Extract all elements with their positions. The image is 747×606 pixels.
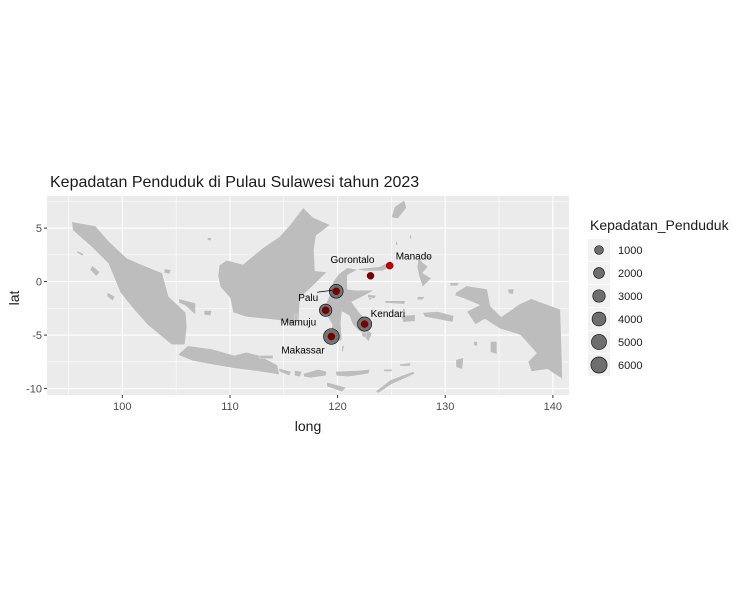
land-halmahera xyxy=(417,257,432,288)
land-simeulue xyxy=(76,250,84,257)
land-belitung xyxy=(203,310,212,316)
legend-label-2: 3000 xyxy=(618,291,642,303)
legend-key-1 xyxy=(593,267,605,279)
land-mindanao-tip xyxy=(391,200,407,219)
land-sumbawa xyxy=(303,369,327,379)
land-buru xyxy=(400,314,416,323)
x-axis-title: long xyxy=(295,418,321,434)
legend-label-1: 2000 xyxy=(618,268,642,280)
land-nias xyxy=(89,265,100,277)
land-papua xyxy=(454,285,563,380)
land-laut xyxy=(294,314,298,322)
legend-key-4 xyxy=(591,334,607,350)
legend: Kepadatan_Penduduk 1000 2000 3000 4000 5000 6… xyxy=(588,217,730,376)
city-marker-3 xyxy=(321,306,330,315)
land-java xyxy=(178,345,280,375)
legend-key-2 xyxy=(592,289,606,303)
city-label-4: Kendari xyxy=(371,309,405,320)
city-label-3: Mamuju xyxy=(281,317,317,328)
land-bangka xyxy=(178,298,196,316)
land-sangihe xyxy=(395,240,399,246)
legend-label-4: 5000 xyxy=(618,337,642,349)
land-sumba xyxy=(326,382,347,392)
axis-ticks: 100 110 120 130 140 5 0 -5 -10 xyxy=(26,223,562,413)
land-sulawesi xyxy=(324,261,394,342)
city-label-2: Palu xyxy=(298,293,318,304)
city-label-0: Manado xyxy=(396,252,433,263)
city-marker-1 xyxy=(366,272,375,280)
land-wetar xyxy=(399,362,412,367)
land-obi xyxy=(417,296,426,300)
land-kei xyxy=(473,341,478,346)
chart-title: Kepadatan Penduduk di Pulau Sulawesi tah… xyxy=(50,174,419,191)
land-polygons xyxy=(71,200,563,394)
y-tick-label: 0 xyxy=(36,277,42,289)
land-waigeo xyxy=(449,282,460,287)
city-labels: Manado Gorontalo Palu Mamuju Kendari Makassar xyxy=(281,252,433,357)
land-sumatra xyxy=(71,221,188,345)
land-seram xyxy=(422,311,454,323)
land-flores xyxy=(335,369,371,377)
legend-key-3 xyxy=(591,311,607,327)
x-tick-label: 100 xyxy=(113,401,131,413)
land-tanimbar xyxy=(455,357,464,370)
land-lombok xyxy=(294,370,303,377)
land-selayar xyxy=(341,345,345,353)
land-peleng xyxy=(368,297,373,300)
legend-label-0: 1000 xyxy=(618,245,642,257)
land-siberut xyxy=(107,292,115,302)
land-madura xyxy=(258,355,274,359)
city-label-1: Gorontalo xyxy=(331,255,375,266)
city-marker-4 xyxy=(360,320,369,328)
y-tick-label: -10 xyxy=(26,384,42,396)
land-aru xyxy=(490,341,498,355)
city-marker-2 xyxy=(332,287,340,295)
land-alor xyxy=(383,369,393,372)
x-tick-label: 130 xyxy=(436,401,454,413)
land-borneo xyxy=(217,207,331,325)
city-marker-0 xyxy=(385,261,394,270)
y-tick-label: 5 xyxy=(36,223,42,235)
legend-title: Kepadatan_Penduduk xyxy=(590,217,730,233)
legend-key-5 xyxy=(590,356,608,374)
legend-key-0 xyxy=(594,245,604,255)
x-tick-label: 110 xyxy=(221,401,239,413)
label-connector xyxy=(317,289,333,293)
x-tick-label: 120 xyxy=(328,401,346,413)
y-axis-title: lat xyxy=(6,291,22,306)
land-natuna xyxy=(207,237,212,242)
land-morotai xyxy=(425,255,431,261)
land-sula xyxy=(384,300,406,305)
city-points xyxy=(319,261,394,345)
land-bali xyxy=(278,368,292,376)
land-riau xyxy=(164,268,171,275)
land-biak xyxy=(507,288,515,295)
legend-label-3: 4000 xyxy=(618,314,642,326)
y-tick-label: -5 xyxy=(32,330,42,342)
land-talaud xyxy=(409,234,413,239)
x-tick-label: 140 xyxy=(544,401,562,413)
land-timor xyxy=(374,371,416,394)
city-label-5: Makassar xyxy=(281,345,325,356)
legend-label-5: 6000 xyxy=(618,360,642,372)
land-muna xyxy=(361,331,367,339)
city-marker-5 xyxy=(327,332,336,341)
